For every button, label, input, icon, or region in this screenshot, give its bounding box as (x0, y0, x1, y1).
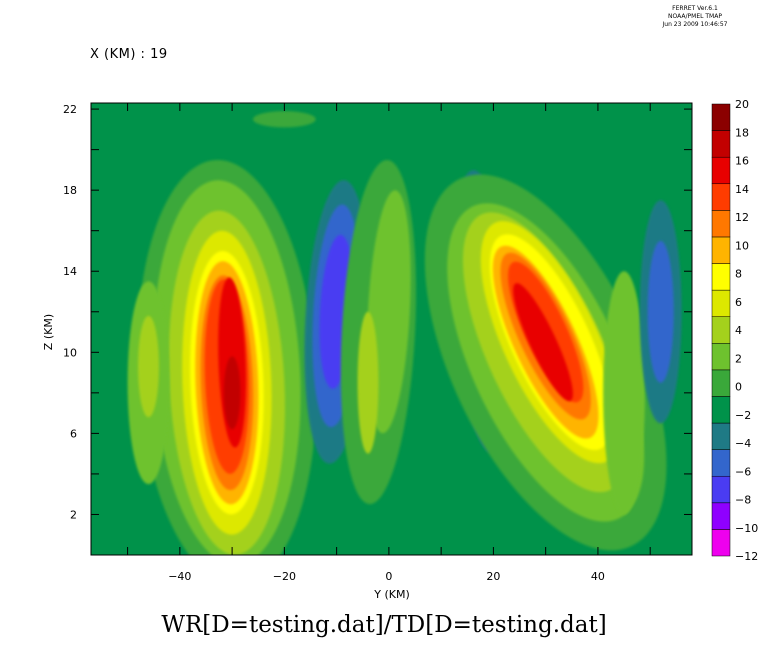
contour-band (603, 271, 645, 515)
contour-band (223, 356, 241, 430)
colorbar-swatch (711, 156, 731, 185)
x-tick-label: 40 (591, 570, 605, 583)
x-tick-label: −40 (168, 570, 191, 583)
colorbar-swatch (711, 103, 731, 131)
y-tick-label: 18 (63, 184, 77, 197)
colorbar-label: 0 (735, 381, 742, 394)
colorbar-swatch (711, 396, 731, 424)
contour-band (513, 283, 573, 402)
x-tick-label: −20 (273, 570, 296, 583)
colorbar: −12 −10 −8 −6 −4 −2 0 2 4 6 8 10 12 14 16 18 20 (711, 98, 758, 563)
ferret-stamp: FERRET Ver.6.1 NOAA/PMEL TMAP Jun 23 200… (640, 5, 750, 29)
colorbar-label: 4 (735, 324, 742, 337)
colorbar-swatch (711, 343, 731, 371)
stamp-line: Jun 23 2009 10:46:57 (662, 21, 728, 28)
colorbar-label: 12 (735, 211, 749, 224)
colorbar-swatch (711, 369, 731, 397)
colorbar-label: 20 (735, 98, 749, 111)
y-axis: 2 6 10 14 18 22 (63, 103, 692, 521)
contour-band (253, 111, 316, 128)
colorbar-swatch (711, 289, 731, 317)
x-tick-label: 20 (486, 570, 500, 583)
stamp-line: NOAA/PMEL TMAP (668, 13, 722, 20)
colorbar-label: −2 (735, 409, 751, 422)
colorbar-label: 18 (735, 126, 749, 139)
contour-band (647, 240, 674, 383)
colorbar-swatch (711, 475, 731, 504)
colorbar-swatch (711, 316, 731, 344)
contour-band (357, 311, 379, 454)
x-axis-label: Y (KM) (373, 588, 410, 601)
colorbar-label: −12 (735, 550, 758, 563)
slice-label: X (KM) : 19 (90, 47, 168, 62)
colorbar-label: −4 (735, 437, 751, 450)
colorbar-swatch (711, 263, 731, 291)
contour-fills (127, 111, 682, 555)
colorbar-label: −8 (735, 494, 751, 507)
stamp-line: FERRET Ver.6.1 (672, 5, 718, 12)
colorbar-swatch (711, 210, 731, 238)
colorbar-swatch (711, 529, 731, 557)
y-axis-label: Z (KM) (42, 314, 55, 350)
colorbar-label: 14 (735, 183, 749, 196)
colorbar-swatch (711, 502, 731, 530)
colorbar-label: 10 (735, 239, 749, 252)
x-tick-label: 0 (385, 570, 392, 583)
colorbar-label: 8 (735, 268, 742, 281)
plot-frame (90, 102, 693, 556)
colorbar-label: −10 (735, 522, 758, 535)
chart-title: WR[D=testing.dat]/TD[D=testing.dat] (161, 612, 607, 638)
y-tick-label: 14 (63, 265, 77, 278)
y-tick-label: 2 (70, 508, 77, 521)
colorbar-label: 6 (735, 296, 742, 309)
y-tick-label: 6 (70, 427, 77, 440)
y-tick-label: 22 (63, 103, 77, 116)
y-tick-label: 10 (63, 346, 77, 359)
colorbar-swatch (711, 449, 731, 477)
contour-band (138, 315, 159, 418)
colorbar-label: −6 (735, 465, 751, 478)
colorbar-swatch (711, 183, 731, 211)
colorbar-label: 16 (735, 155, 749, 168)
colorbar-swatch (711, 422, 731, 450)
colorbar-label: 2 (735, 352, 742, 365)
colorbar-swatch (711, 130, 731, 158)
x-axis: −40 −20 0 20 40 (127, 103, 651, 583)
colorbar-swatch (711, 236, 731, 264)
